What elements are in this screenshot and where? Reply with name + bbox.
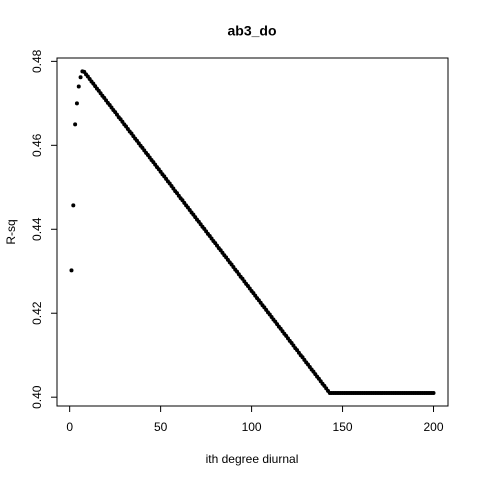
plot-frame [56, 57, 449, 407]
point [71, 203, 76, 208]
x-tick-label: 50 [154, 420, 168, 434]
y-tick-label: 0.48 [30, 49, 44, 73]
y-tick-label: 0.46 [30, 133, 44, 157]
point [76, 84, 81, 89]
y-tick-label: 0.44 [30, 217, 44, 241]
point [78, 75, 83, 80]
x-tick-label: 150 [333, 420, 353, 434]
chart-title: ab3_do [227, 23, 276, 39]
point [73, 122, 78, 127]
point [431, 390, 436, 395]
point [69, 268, 74, 273]
point [74, 101, 79, 106]
y-tick-label: 0.40 [30, 385, 44, 409]
x-tick-label: 200 [424, 420, 444, 434]
x-axis-label: ith degree diurnal [206, 452, 299, 466]
x-tick-label: 0 [66, 420, 73, 434]
y-axis-label: R-sq [4, 219, 18, 244]
y-tick-label: 0.42 [30, 301, 44, 325]
x-tick-label: 100 [242, 420, 262, 434]
